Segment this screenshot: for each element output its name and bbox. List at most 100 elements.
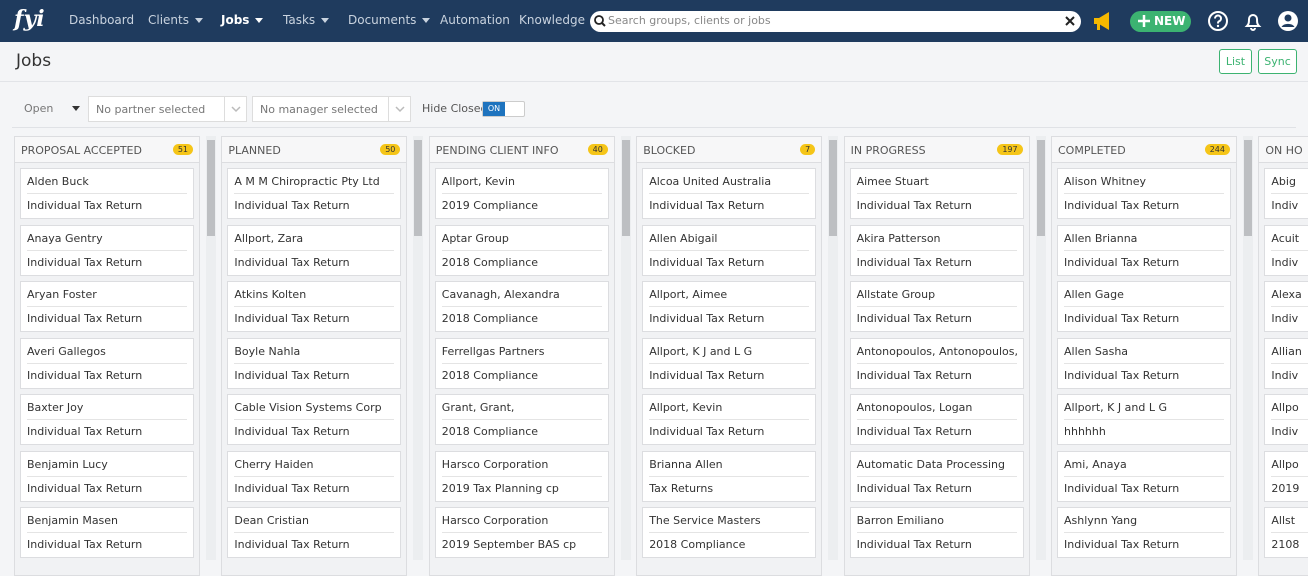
job-card[interactable]: Ami, Anaya Individual Tax Return <box>1057 450 1231 502</box>
job-card[interactable]: Allport, Aimee Individual Tax Return <box>642 281 817 332</box>
list-button[interactable]: List <box>1219 49 1252 74</box>
manager-select[interactable]: No manager selected <box>252 96 411 122</box>
job-name: 2018 Compliance <box>441 368 539 382</box>
scrollbar[interactable] <box>1243 136 1253 560</box>
job-name: Individual Tax Return <box>649 312 765 325</box>
job-card[interactable]: Allen Gage Individual Tax Return <box>1057 281 1231 332</box>
job-card[interactable]: The Service Masters 2018 Compliance <box>642 507 817 558</box>
card-divider <box>27 362 187 364</box>
scrollbar-thumb[interactable] <box>621 140 630 236</box>
partner-select[interactable]: No partner selected <box>88 96 247 122</box>
notifications-icon[interactable] <box>1242 10 1264 32</box>
nav-item[interactable]: Tasks <box>283 13 330 27</box>
dropdown-arrow <box>224 97 246 121</box>
job-card[interactable]: Baxter Joy Individual Tax Return <box>20 394 194 445</box>
job-card[interactable]: Allstate Group Individual Tax Return <box>849 281 1024 332</box>
scrollbar[interactable] <box>1035 136 1046 560</box>
scrollbar-thumb[interactable] <box>1244 140 1252 236</box>
new-button[interactable]: NEW <box>1130 11 1191 32</box>
card-divider <box>441 532 602 533</box>
job-card[interactable]: Aptar Group 2018 Compliance <box>434 224 609 276</box>
card-divider <box>649 532 810 533</box>
job-card[interactable]: Allport, K J and L G hhhhhh <box>1057 394 1231 445</box>
nav-item[interactable]: Jobs <box>221 13 264 27</box>
column-title: ON HO <box>1265 144 1303 157</box>
job-name: Individual Tax Return <box>1064 481 1180 495</box>
job-card[interactable]: Allst 2108 <box>1264 507 1308 558</box>
job-card[interactable]: Dean Cristian Individual Tax Return <box>227 507 402 558</box>
job-card[interactable]: Allport, K J and L G Individual Tax Retur… <box>642 337 817 389</box>
scrollbar-thumb[interactable] <box>829 140 838 236</box>
job-card[interactable]: Akira Patterson Individual Tax Return <box>849 224 1024 276</box>
job-card[interactable]: Allpo 2019 <box>1264 450 1308 502</box>
user-icon[interactable] <box>1277 10 1299 32</box>
job-card[interactable]: Allport, Kevin 2019 Compliance <box>434 168 609 219</box>
job-card[interactable]: Abig Indiv <box>1264 168 1308 219</box>
job-card[interactable]: Acuit Indiv <box>1264 224 1308 276</box>
job-card[interactable]: Antonopoulos, Antonopoulos, Individual Ta… <box>849 337 1024 389</box>
job-card[interactable]: Barron Emiliano Individual Tax Return <box>849 507 1024 558</box>
sync-button[interactable]: Sync <box>1258 49 1297 74</box>
job-name: Individual Tax Return <box>27 538 143 551</box>
logo[interactable]: fyi <box>14 6 45 32</box>
job-card[interactable]: Allian Indiv <box>1264 337 1308 389</box>
job-card[interactable]: Allport, Zara Individual Tax Return <box>227 224 402 276</box>
job-card[interactable]: Cavanagh, Alexandra 2018 Compliance <box>434 281 609 332</box>
job-card[interactable]: Allport, Kevin Individual Tax Return <box>642 394 817 445</box>
job-card[interactable]: Cable Vision Systems Corp Individual Tax … <box>227 394 402 445</box>
job-card[interactable]: Benjamin Lucy Individual Tax Return <box>20 450 194 502</box>
status-select[interactable]: Open <box>12 96 84 122</box>
job-card[interactable]: Alcoa United Australia Individual Tax Ret… <box>642 168 817 219</box>
job-card[interactable]: Automatic Data Processing Individual Tax … <box>849 450 1024 502</box>
job-card[interactable]: Cherry Haiden Individual Tax Return <box>227 450 402 502</box>
job-name: Indiv <box>1271 199 1299 212</box>
announcements-icon[interactable] <box>1092 10 1116 32</box>
job-card[interactable]: Allen Abigail Individual Tax Return <box>642 224 817 276</box>
job-card[interactable]: Allen Sasha Individual Tax Return <box>1057 337 1231 389</box>
job-card[interactable]: Harsco Corporation 2019 Tax Planning cp <box>434 450 609 502</box>
job-card[interactable]: Atkins Kolten Individual Tax Return <box>227 281 402 332</box>
job-card[interactable]: Allpo Indiv <box>1264 394 1308 445</box>
job-card[interactable]: A M M Chiropractic Pty Ltd Individual Tax… <box>227 168 402 219</box>
help-icon[interactable] <box>1207 10 1229 32</box>
scrollbar[interactable] <box>413 136 424 560</box>
dropdown-caret <box>321 18 330 23</box>
job-card[interactable]: Alden Buck Individual Tax Return <box>20 168 194 219</box>
job-card[interactable]: Harsco Corporation 2019 September BAS cp <box>434 507 609 558</box>
card-divider <box>649 419 810 420</box>
search-box[interactable]: Search groups, clients or jobs <box>590 11 1081 32</box>
job-card[interactable]: Averi Gallegos Individual Tax Return <box>20 337 194 389</box>
job-card[interactable]: Ashlynn Yang Individual Tax Return <box>1057 507 1231 558</box>
scrollbar-thumb[interactable] <box>1036 140 1045 236</box>
client-name: Harsco Corporation <box>441 457 549 471</box>
scrollbar-thumb[interactable] <box>207 140 215 236</box>
scrollbar[interactable] <box>206 136 216 560</box>
count-badge: 244 <box>1204 144 1230 155</box>
nav-item[interactable]: Clients <box>148 13 203 27</box>
scrollbar[interactable] <box>828 136 839 560</box>
scrollbar[interactable] <box>620 136 631 560</box>
clear-icon[interactable] <box>1065 16 1075 26</box>
job-card[interactable]: Boyle Nahla Individual Tax Return <box>227 337 402 389</box>
column-header: PROPOSAL ACCEPTED 51 <box>15 137 199 163</box>
job-card[interactable]: Ferrellgas Partners 2018 Compliance <box>434 337 609 389</box>
job-card[interactable]: Anaya Gentry Individual Tax Return <box>20 224 194 276</box>
nav-item[interactable]: Documents <box>348 13 431 27</box>
job-card[interactable]: Grant, Grant, 2018 Compliance <box>434 394 609 445</box>
job-card[interactable]: Benjamin Masen Individual Tax Return <box>20 507 194 558</box>
job-card[interactable]: Allen Brianna Individual Tax Return <box>1057 224 1231 276</box>
job-card[interactable]: Alison Whitney Individual Tax Return <box>1057 168 1231 219</box>
nav-item[interactable]: Knowledge <box>519 13 585 27</box>
job-card[interactable]: Antonopoulos, Logan Individual Tax Return <box>849 394 1024 445</box>
job-card[interactable]: Brianna Allen Tax Returns <box>642 450 817 502</box>
job-card[interactable]: Alexa Indiv <box>1264 281 1308 332</box>
job-card[interactable]: Aimee Stuart Individual Tax Return <box>849 168 1024 219</box>
card-divider <box>856 193 1017 194</box>
nav-item[interactable]: Dashboard <box>69 13 134 27</box>
nav-item[interactable]: Automation <box>440 13 510 27</box>
job-name: 2018 Compliance <box>649 538 746 551</box>
page-title: Jobs <box>16 51 52 71</box>
hide-closed-toggle[interactable]: ON <box>482 101 525 117</box>
scrollbar-thumb[interactable] <box>414 140 423 236</box>
job-card[interactable]: Aryan Foster Individual Tax Return <box>20 281 194 332</box>
